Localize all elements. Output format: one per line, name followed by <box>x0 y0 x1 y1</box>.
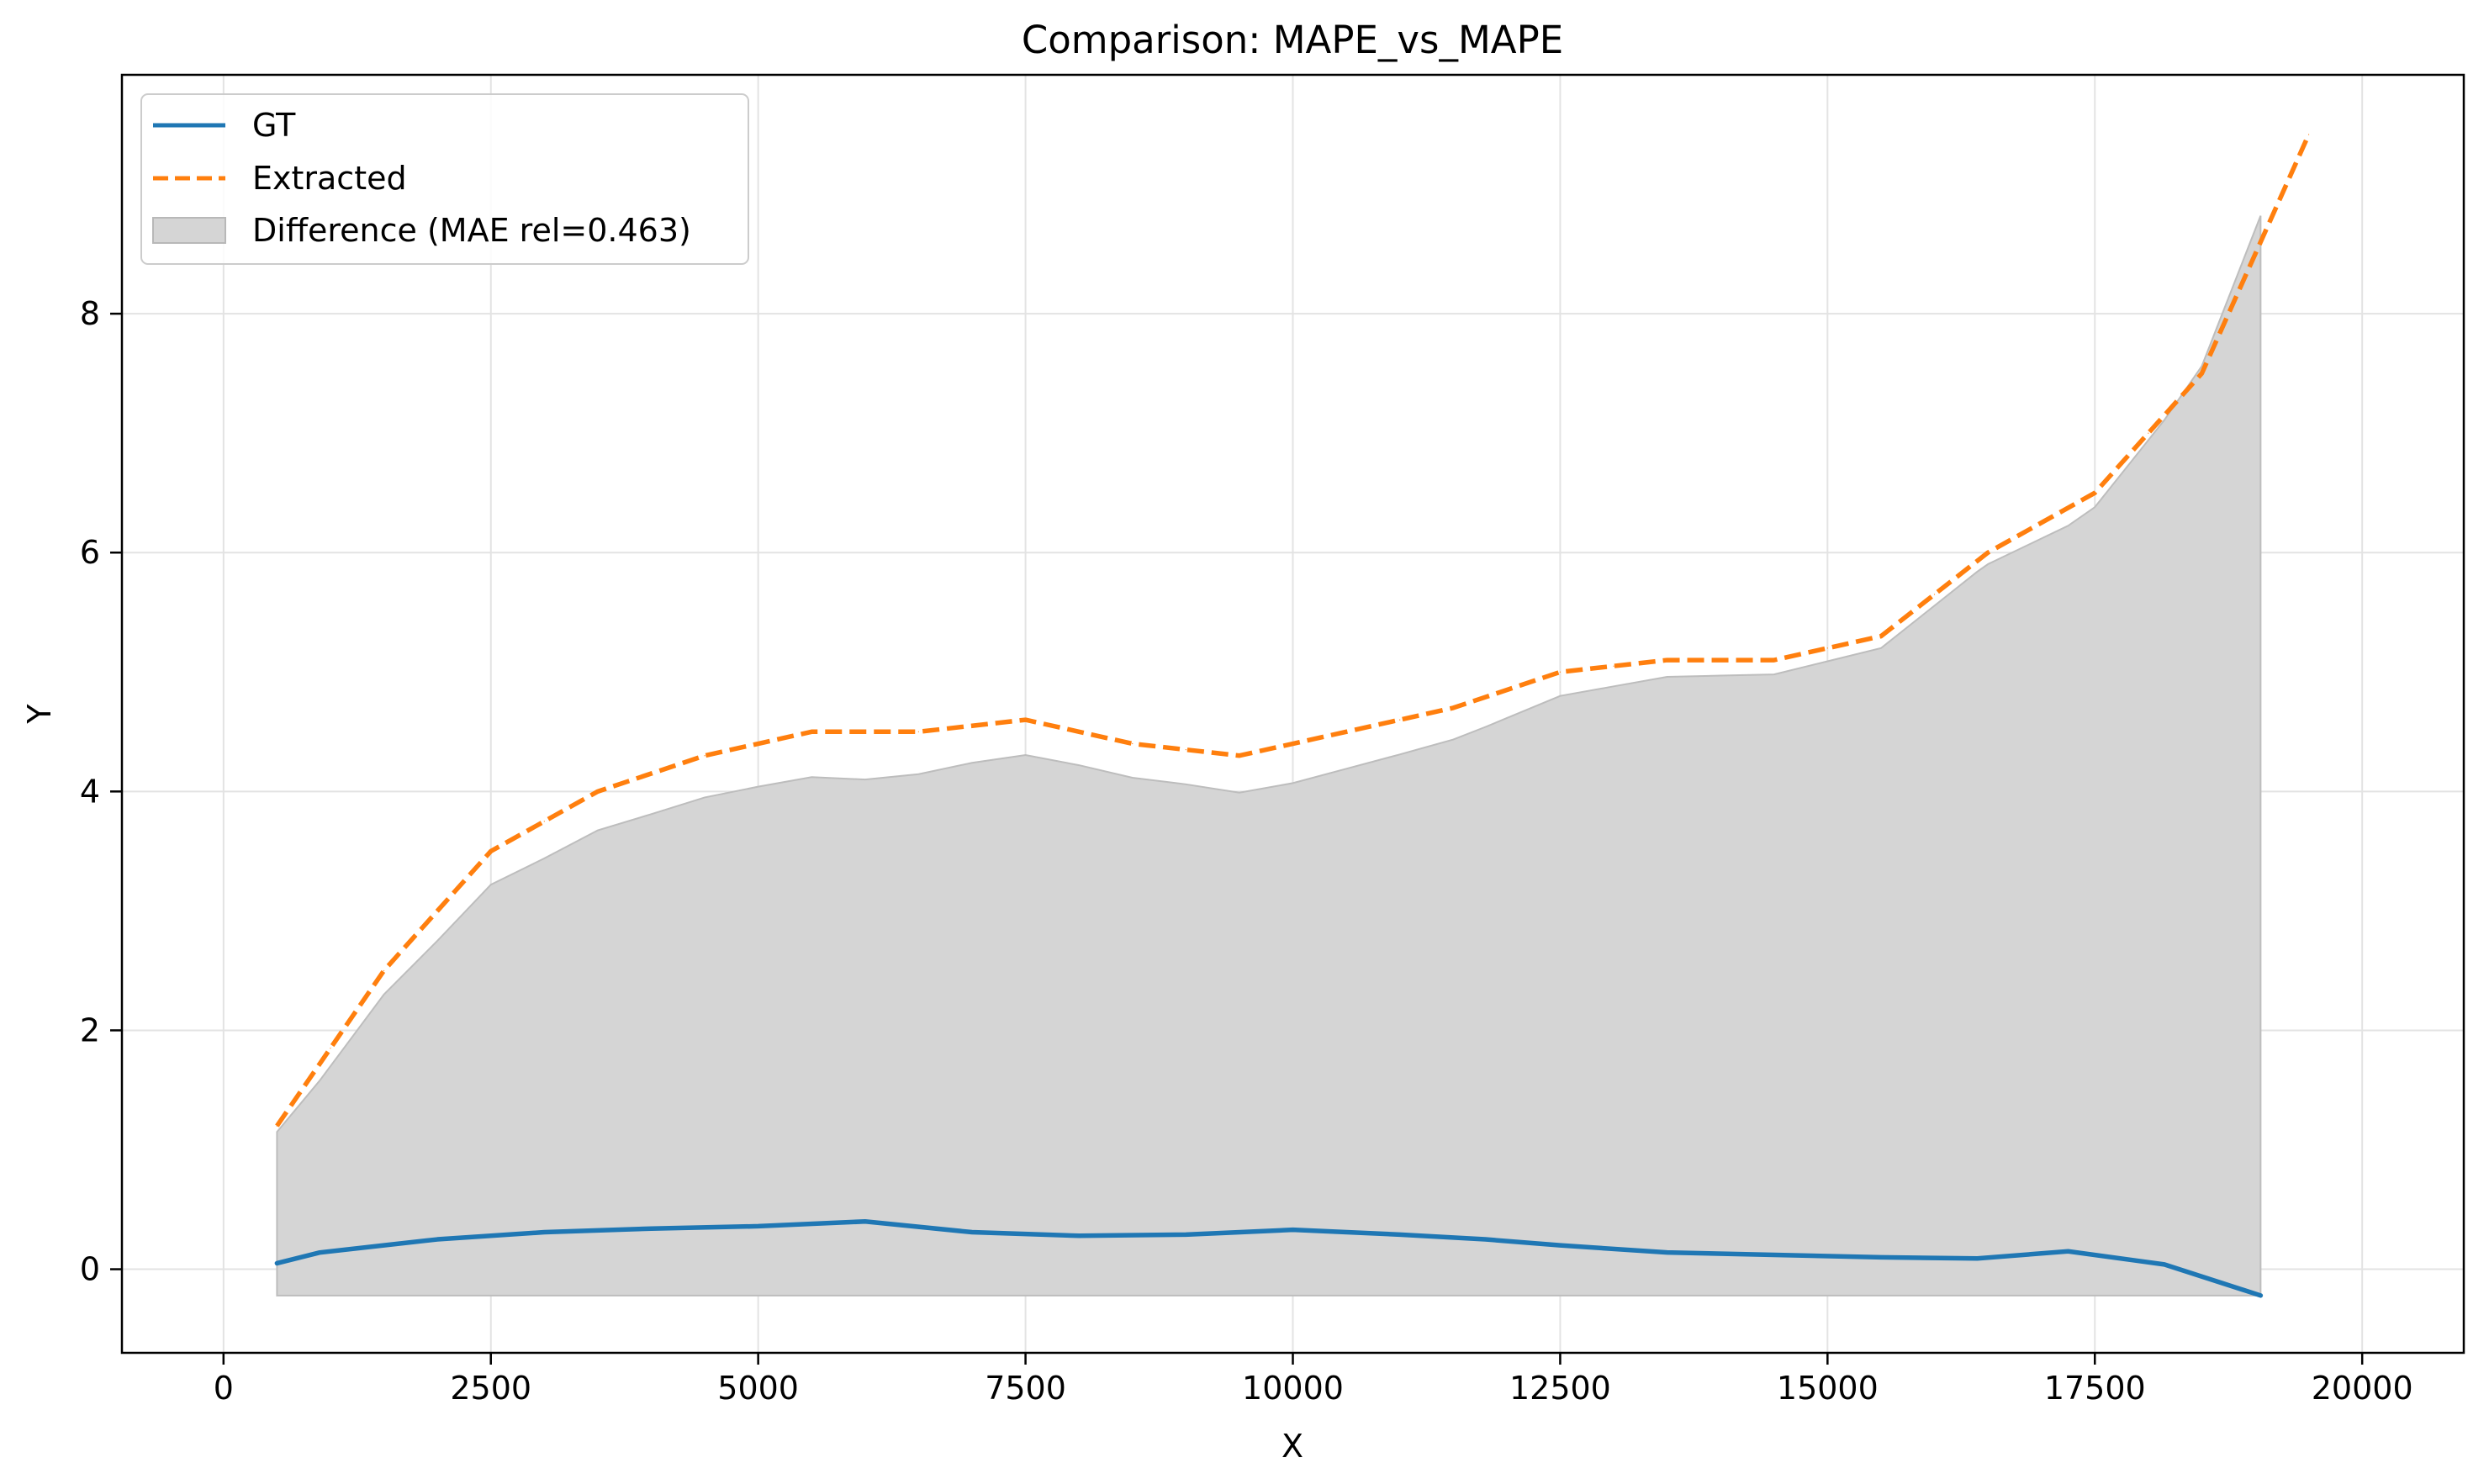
legend-box <box>140 93 749 265</box>
extracted-point <box>597 790 599 792</box>
extracted-point <box>1399 719 1401 721</box>
extracted-point <box>1024 719 1027 721</box>
extracted-point <box>1613 665 1614 667</box>
gt-point <box>1880 1256 1882 1258</box>
extracted-point <box>1452 707 1454 709</box>
gt-point <box>1292 1229 1294 1231</box>
extracted-point <box>2201 372 2203 374</box>
extracted-point <box>650 773 653 774</box>
extracted-point <box>917 731 920 732</box>
gt-point <box>864 1221 866 1223</box>
ticks: 0 2500 5000 7500 10000 12500 15000 17500 20000 0 2… <box>80 295 2413 1407</box>
x-tick-label: 2500 <box>450 1370 531 1407</box>
extracted-point <box>1506 689 1508 691</box>
extracted-point <box>1773 659 1775 661</box>
y-tick-label: 0 <box>80 1251 100 1288</box>
gt-point <box>650 1228 653 1229</box>
x-axis-label: X <box>1281 1428 1303 1465</box>
extracted-point <box>1559 671 1562 673</box>
legend-difference-swatch <box>152 217 226 244</box>
y-tick-label: 6 <box>80 534 100 571</box>
extracted-point <box>1078 731 1080 732</box>
y-tick-label: 4 <box>80 773 100 810</box>
gt-point <box>1773 1254 1775 1256</box>
gt-point <box>543 1231 545 1233</box>
gt-point <box>1559 1244 1562 1246</box>
legend: GT Extracted Difference (MAE rel=0.463) <box>140 93 749 265</box>
gt-point <box>490 1235 492 1237</box>
extracted-point <box>864 731 866 732</box>
extracted-point <box>811 731 812 732</box>
extracted-point <box>1292 742 1294 745</box>
x-tick-label: 10000 <box>1242 1370 1344 1407</box>
extracted-point <box>1826 647 1828 649</box>
gt-point <box>2259 1295 2261 1297</box>
extracted-point <box>1720 659 1721 661</box>
y-tick-label: 8 <box>80 295 100 332</box>
y-tick-label: 2 <box>80 1011 100 1048</box>
y-axis-label: Y <box>21 704 58 725</box>
x-tick-label: 0 <box>214 1370 234 1407</box>
extracted-point <box>490 850 492 852</box>
extracted-point <box>1345 731 1347 732</box>
x-tick-label: 20000 <box>2312 1370 2413 1407</box>
gt-point <box>1976 1258 1978 1260</box>
x-tick-label: 7500 <box>985 1370 1066 1407</box>
extracted-point <box>1132 742 1134 745</box>
difference-area <box>276 215 2262 1297</box>
gt-point <box>971 1231 973 1233</box>
legend-extracted-label: Extracted <box>252 160 407 197</box>
x-tick-label: 12500 <box>1509 1370 1611 1407</box>
x-tick-label: 15000 <box>1777 1370 1879 1407</box>
extracted-point <box>383 969 385 972</box>
x-tick-label: 17500 <box>2044 1370 2146 1407</box>
gt-point <box>2067 1250 2069 1252</box>
extracted-point <box>2254 253 2256 255</box>
series-lines <box>274 133 2312 1298</box>
extracted-point <box>2041 522 2042 524</box>
x-tick-label: 5000 <box>717 1370 799 1407</box>
legend-gt-label: GT <box>252 107 296 144</box>
difference-fill <box>276 215 2262 1297</box>
gt-point <box>1484 1238 1487 1240</box>
extracted-point <box>704 755 705 757</box>
extracted-point <box>2308 134 2310 135</box>
gt-point <box>1399 1233 1401 1235</box>
gt-point <box>383 1244 385 1246</box>
gt-point <box>436 1238 438 1240</box>
legend-difference-label: Difference (MAE rel=0.463) <box>252 212 691 249</box>
gt-point <box>1078 1235 1080 1237</box>
chart-title: Comparison: MAPE_vs_MAPE <box>1022 18 1563 62</box>
extracted-point <box>1987 552 1989 553</box>
